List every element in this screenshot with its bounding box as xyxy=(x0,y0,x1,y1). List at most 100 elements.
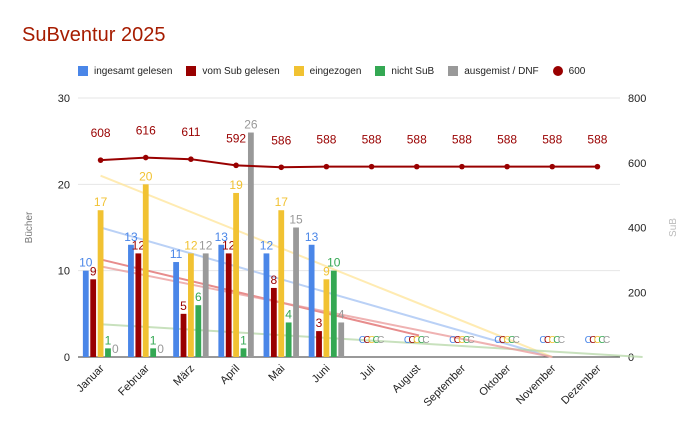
y-tick-label: 20 xyxy=(58,179,70,191)
y-tick-label: 30 xyxy=(58,93,70,105)
sub-line xyxy=(100,156,598,169)
bar xyxy=(278,210,285,357)
bar-data-label: 13 xyxy=(215,230,229,244)
x-tick-label: Oktober xyxy=(477,362,513,398)
bar xyxy=(330,270,337,357)
bar xyxy=(173,262,180,357)
y2-tick-label: 800 xyxy=(628,93,646,105)
legend-label-ingesamt-gelesen: ingesamt gelesen xyxy=(94,65,173,77)
bar xyxy=(285,322,292,357)
sub-point xyxy=(413,163,420,170)
legend: ingesamt gelesen vom Sub gelesen eingezo… xyxy=(78,64,599,78)
bar-data-label: 1 xyxy=(240,333,247,347)
bar-data-label: C xyxy=(363,335,370,346)
legend-item-ingesamt-gelesen[interactable]: ingesamt gelesen xyxy=(78,66,172,77)
bar xyxy=(105,348,111,357)
legend-swatch-ausgemist-dnf xyxy=(448,66,459,76)
legend-swatch-eingezogen xyxy=(293,66,304,76)
x-tick-label: September xyxy=(422,362,469,409)
sub-data-label: 616 xyxy=(136,124,156,138)
y-tick-label: 10 xyxy=(58,266,70,278)
legend-item-sub-line[interactable]: 600 xyxy=(552,65,586,77)
bar xyxy=(293,227,299,357)
bar xyxy=(218,244,225,357)
bar-data-label: C xyxy=(598,335,605,346)
bar xyxy=(225,253,232,357)
sub-point xyxy=(233,162,239,169)
legend-label-ausgemist-dnf: ausgemist / DNF xyxy=(464,65,539,77)
bar xyxy=(233,192,239,357)
legend-label-nicht-sub: nicht SuB xyxy=(391,65,435,77)
bar-data-label: C xyxy=(603,335,610,346)
bar-data-label: 12 xyxy=(184,238,198,252)
bar xyxy=(247,132,254,357)
bar-data-label: C xyxy=(373,335,380,346)
bar xyxy=(142,184,149,357)
legend-item-nicht-sub[interactable]: nicht SuB xyxy=(375,66,434,77)
bar-data-label: C xyxy=(359,335,366,346)
sub-data-label: 588 xyxy=(316,133,336,147)
bar-data-label: C xyxy=(513,335,520,346)
sub-data-label: 592 xyxy=(226,131,246,145)
bar-data-label: C xyxy=(589,335,596,346)
bar-data-label: C xyxy=(368,335,375,346)
x-tick-label: November xyxy=(514,362,559,407)
sub-point xyxy=(368,163,375,170)
bar-data-label: 4 xyxy=(285,307,292,321)
legend-item-ausgemist-dnf[interactable]: ausgemist / DNF xyxy=(448,65,539,77)
legend-item-eingezogen[interactable]: eingezogen xyxy=(293,66,361,77)
bar-data-label: 9 xyxy=(90,264,97,278)
bar xyxy=(82,270,89,357)
bar xyxy=(90,279,97,357)
x-tick-label: Mai xyxy=(266,363,287,384)
bar-data-label: 6 xyxy=(195,290,202,304)
bar-data-label: 9 xyxy=(323,264,330,278)
bar xyxy=(195,305,202,357)
bar-data-label: C xyxy=(499,335,506,346)
bar-data-label: C xyxy=(494,335,501,346)
bar-data-label: C xyxy=(594,335,601,346)
sub-data-label: 588 xyxy=(407,133,427,147)
bar-data-label: 1 xyxy=(105,333,112,347)
legend-item-vom-sub-gelesen[interactable]: vom Sub gelesen xyxy=(186,65,280,77)
bar xyxy=(323,279,330,357)
bar-data-label: 19 xyxy=(229,178,243,192)
bar-data-label: 11 xyxy=(170,247,183,261)
sub-data-label: 586 xyxy=(271,133,291,147)
x-tick-label: Februar xyxy=(116,362,152,398)
sub-data-label: 611 xyxy=(181,125,200,139)
bar-data-label: C xyxy=(404,335,411,346)
x-tick-label: August xyxy=(390,363,423,396)
legend-label-vom-sub-gelesen: vom Sub gelesen xyxy=(202,65,280,77)
bar xyxy=(316,331,322,357)
bar-data-label: C xyxy=(549,335,556,346)
y-tick-label: 0 xyxy=(64,352,70,364)
bar xyxy=(180,313,187,357)
bar-data-label: 1 xyxy=(150,333,157,347)
bar-data-label: C xyxy=(449,335,456,346)
bar xyxy=(97,210,104,357)
sub-data-label: 588 xyxy=(452,133,472,147)
legend-dot-sub-line xyxy=(552,66,563,76)
y2-tick-label: 0 xyxy=(628,352,634,364)
bar xyxy=(240,348,247,357)
sub-point xyxy=(278,164,285,171)
bar-data-label: C xyxy=(377,335,384,346)
y2-tick-label: 400 xyxy=(628,223,646,235)
sub-point xyxy=(323,163,330,170)
bar xyxy=(338,322,345,357)
bar-data-label: 12 xyxy=(132,238,146,252)
x-tick-label: Juli xyxy=(358,363,378,383)
sub-point xyxy=(142,154,149,161)
bar-data-label: 10 xyxy=(327,256,341,270)
bar-data-label: C xyxy=(454,335,461,346)
bar xyxy=(150,348,157,357)
bar-data-label: 15 xyxy=(289,213,303,227)
bar-data-label: 10 xyxy=(79,256,93,270)
sub-data-label: 588 xyxy=(362,133,382,147)
legend-label-sub-line: 600 xyxy=(568,65,586,77)
bar-data-label: C xyxy=(544,335,551,346)
bar-data-label: C xyxy=(503,335,510,346)
